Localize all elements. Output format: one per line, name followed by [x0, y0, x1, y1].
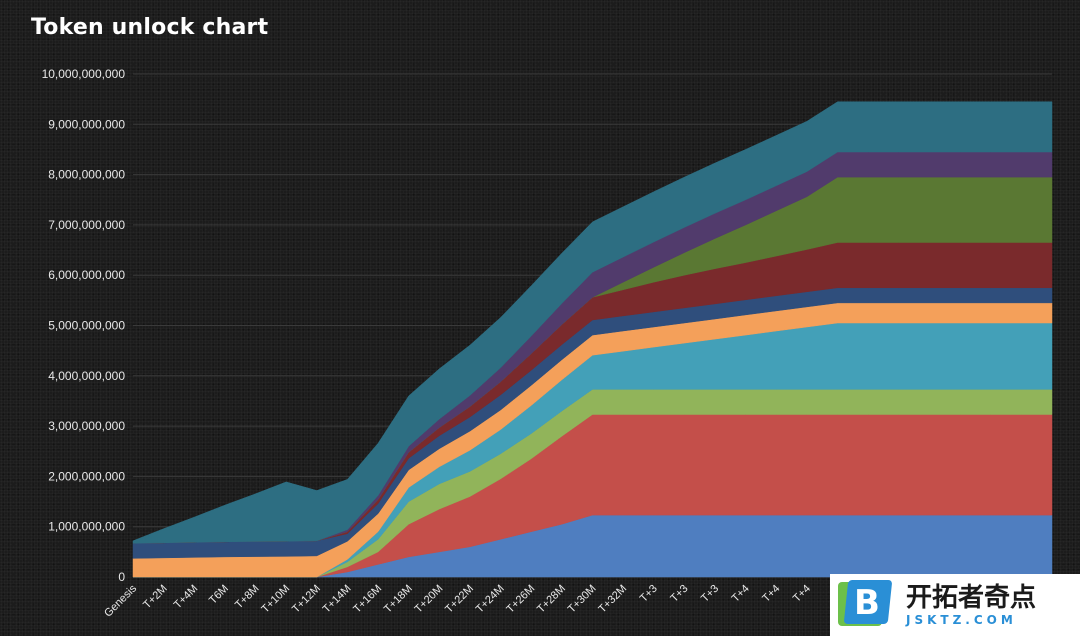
x-tick-label: T+3: [699, 583, 721, 605]
watermark: B 开拓者奇点 JSKTZ.COM: [830, 574, 1080, 636]
x-tick-label: T+12M: [290, 583, 323, 616]
y-tick-label: 0: [118, 570, 125, 584]
y-tick-label: 10,000,000,000: [42, 67, 126, 81]
y-tick-label: 3,000,000,000: [48, 419, 125, 433]
x-tick-label: T+28M: [535, 583, 568, 616]
x-tick-label: T+4: [730, 583, 752, 605]
y-tick-label: 5,000,000,000: [48, 319, 125, 333]
x-tick-label: T+4M: [172, 583, 201, 612]
y-axis-ticks: 0 1,000,000,000 2,000,000,000 3,000,000,000…: [42, 67, 126, 584]
x-tick-label: T+24M: [474, 583, 507, 616]
area-series-10: [132, 101, 1053, 544]
x-tick-label: T+18M: [382, 583, 415, 616]
x-tick-label: Genesis: [102, 582, 139, 619]
y-tick-label: 4,000,000,000: [48, 369, 125, 383]
x-tick-label: T+10M: [259, 583, 292, 616]
x-axis-ticks: Genesis T+2M T+4M T6M T+8MT+10MT+12MT+14MT+1…: [102, 582, 813, 619]
x-tick-label: T+26M: [504, 583, 537, 616]
y-tick-label: 7,000,000,000: [48, 218, 125, 232]
x-tick-label: T+2M: [141, 583, 170, 612]
x-tick-label: T+32M: [596, 583, 629, 616]
y-tick-label: 9,000,000,000: [48, 117, 125, 131]
y-tick-label: 1,000,000,000: [48, 520, 125, 534]
y-tick-label: 6,000,000,000: [48, 268, 125, 282]
y-tick-label: 8,000,000,000: [48, 168, 125, 182]
x-tick-label: T+16M: [351, 583, 384, 616]
watermark-text-en: JSKTZ.COM: [906, 613, 1017, 627]
stacked-areas: [132, 101, 1053, 578]
x-tick-label: T+8M: [233, 583, 262, 612]
watermark-text-cn: 开拓者奇点: [906, 583, 1037, 613]
x-tick-label: T+4: [791, 583, 813, 605]
watermark-logo-mark: B: [854, 583, 880, 623]
x-tick-label: T+30M: [566, 583, 599, 616]
x-tick-label: T+4: [760, 583, 782, 605]
chart-title: Token unlock chart: [31, 15, 269, 40]
x-tick-label: T+3: [638, 583, 660, 605]
x-tick-label: T+3: [668, 583, 690, 605]
x-tick-label: T+22M: [443, 583, 476, 616]
watermark-logo: B: [838, 580, 893, 630]
x-tick-label: T6M: [207, 583, 231, 607]
x-tick-label: T+14M: [321, 583, 354, 616]
y-tick-label: 2,000,000,000: [48, 469, 125, 483]
x-tick-label: T+20M: [413, 583, 446, 616]
